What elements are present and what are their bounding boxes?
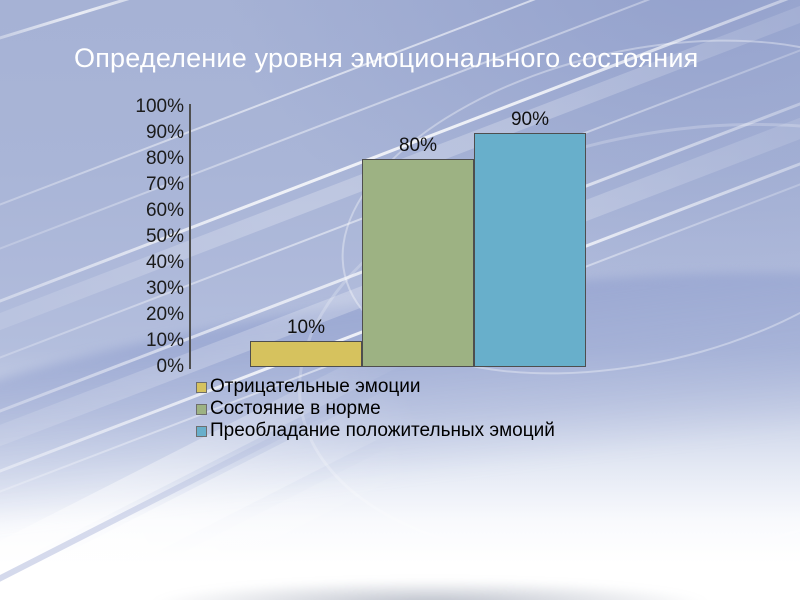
legend-label: Преобладание положительных эмоций: [210, 420, 555, 441]
y-tick-label: 100%: [135, 96, 184, 117]
bar-3: [474, 133, 586, 367]
y-tick-label: 40%: [145, 252, 184, 273]
legend-swatch: [196, 381, 207, 393]
y-tick-label: 0%: [156, 356, 184, 377]
legend-swatch: [196, 425, 207, 437]
legend-item: Отрицательные эмоции: [196, 376, 555, 398]
background-bottom-arc: [150, 580, 710, 600]
y-tick-label: 80%: [145, 148, 184, 169]
bar-value-label: 10%: [286, 317, 326, 338]
y-tick-label: 70%: [145, 174, 184, 195]
legend-label: Состояние в норме: [210, 398, 381, 419]
bar-2: [362, 159, 474, 367]
y-tick-label: 20%: [145, 304, 184, 325]
legend-swatch: [196, 403, 207, 415]
legend-item: Состояние в норме: [196, 398, 555, 420]
y-tick-label: 30%: [145, 278, 184, 299]
y-tick-label: 90%: [145, 122, 184, 143]
legend-label: Отрицательные эмоции: [210, 376, 421, 397]
legend-item: Преобладание положительных эмоций: [196, 420, 555, 442]
y-tick-label: 60%: [145, 200, 184, 221]
y-tick-label: 50%: [145, 226, 184, 247]
bar-1: [250, 341, 362, 367]
chart-legend: Отрицательные эмоции Состояние в норме Пре…: [196, 376, 555, 442]
bar-value-label: 80%: [398, 135, 438, 156]
slide-title: Определение уровня эмоционального состоя…: [74, 43, 699, 73]
y-axis-line: [189, 104, 191, 369]
y-tick-label: 10%: [145, 330, 184, 351]
bar-value-label: 90%: [510, 109, 550, 130]
